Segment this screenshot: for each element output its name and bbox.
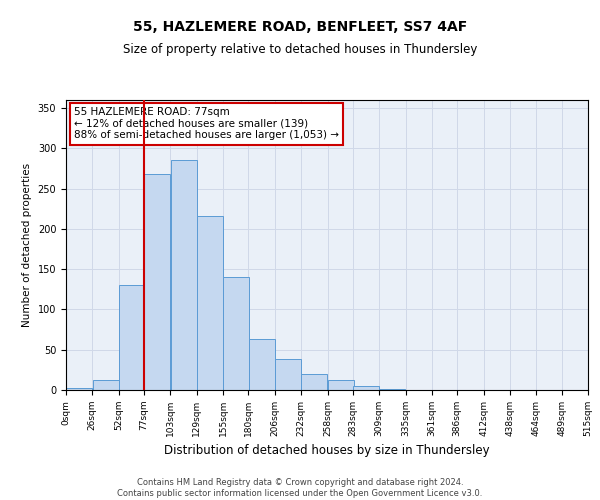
Bar [301, 374, 328, 390]
X-axis label: Distribution of detached houses by size in Thundersley: Distribution of detached houses by size … [164, 444, 490, 458]
Bar [119, 286, 145, 390]
Text: 55 HAZLEMERE ROAD: 77sqm
← 12% of detached houses are smaller (139)
88% of semi-: 55 HAZLEMERE ROAD: 77sqm ← 12% of detach… [74, 108, 339, 140]
Bar [353, 386, 379, 390]
Text: 55, HAZLEMERE ROAD, BENFLEET, SS7 4AF: 55, HAZLEMERE ROAD, BENFLEET, SS7 4AF [133, 20, 467, 34]
Bar [66, 388, 92, 390]
Bar [248, 339, 275, 390]
Bar [328, 380, 354, 390]
Bar [223, 277, 250, 390]
Bar [92, 380, 119, 390]
Y-axis label: Number of detached properties: Number of detached properties [22, 163, 32, 327]
Bar [197, 216, 223, 390]
Bar [275, 358, 301, 390]
Text: Contains HM Land Registry data © Crown copyright and database right 2024.
Contai: Contains HM Land Registry data © Crown c… [118, 478, 482, 498]
Text: Size of property relative to detached houses in Thundersley: Size of property relative to detached ho… [123, 42, 477, 56]
Bar [144, 174, 170, 390]
Bar [170, 160, 197, 390]
Bar [379, 389, 406, 390]
